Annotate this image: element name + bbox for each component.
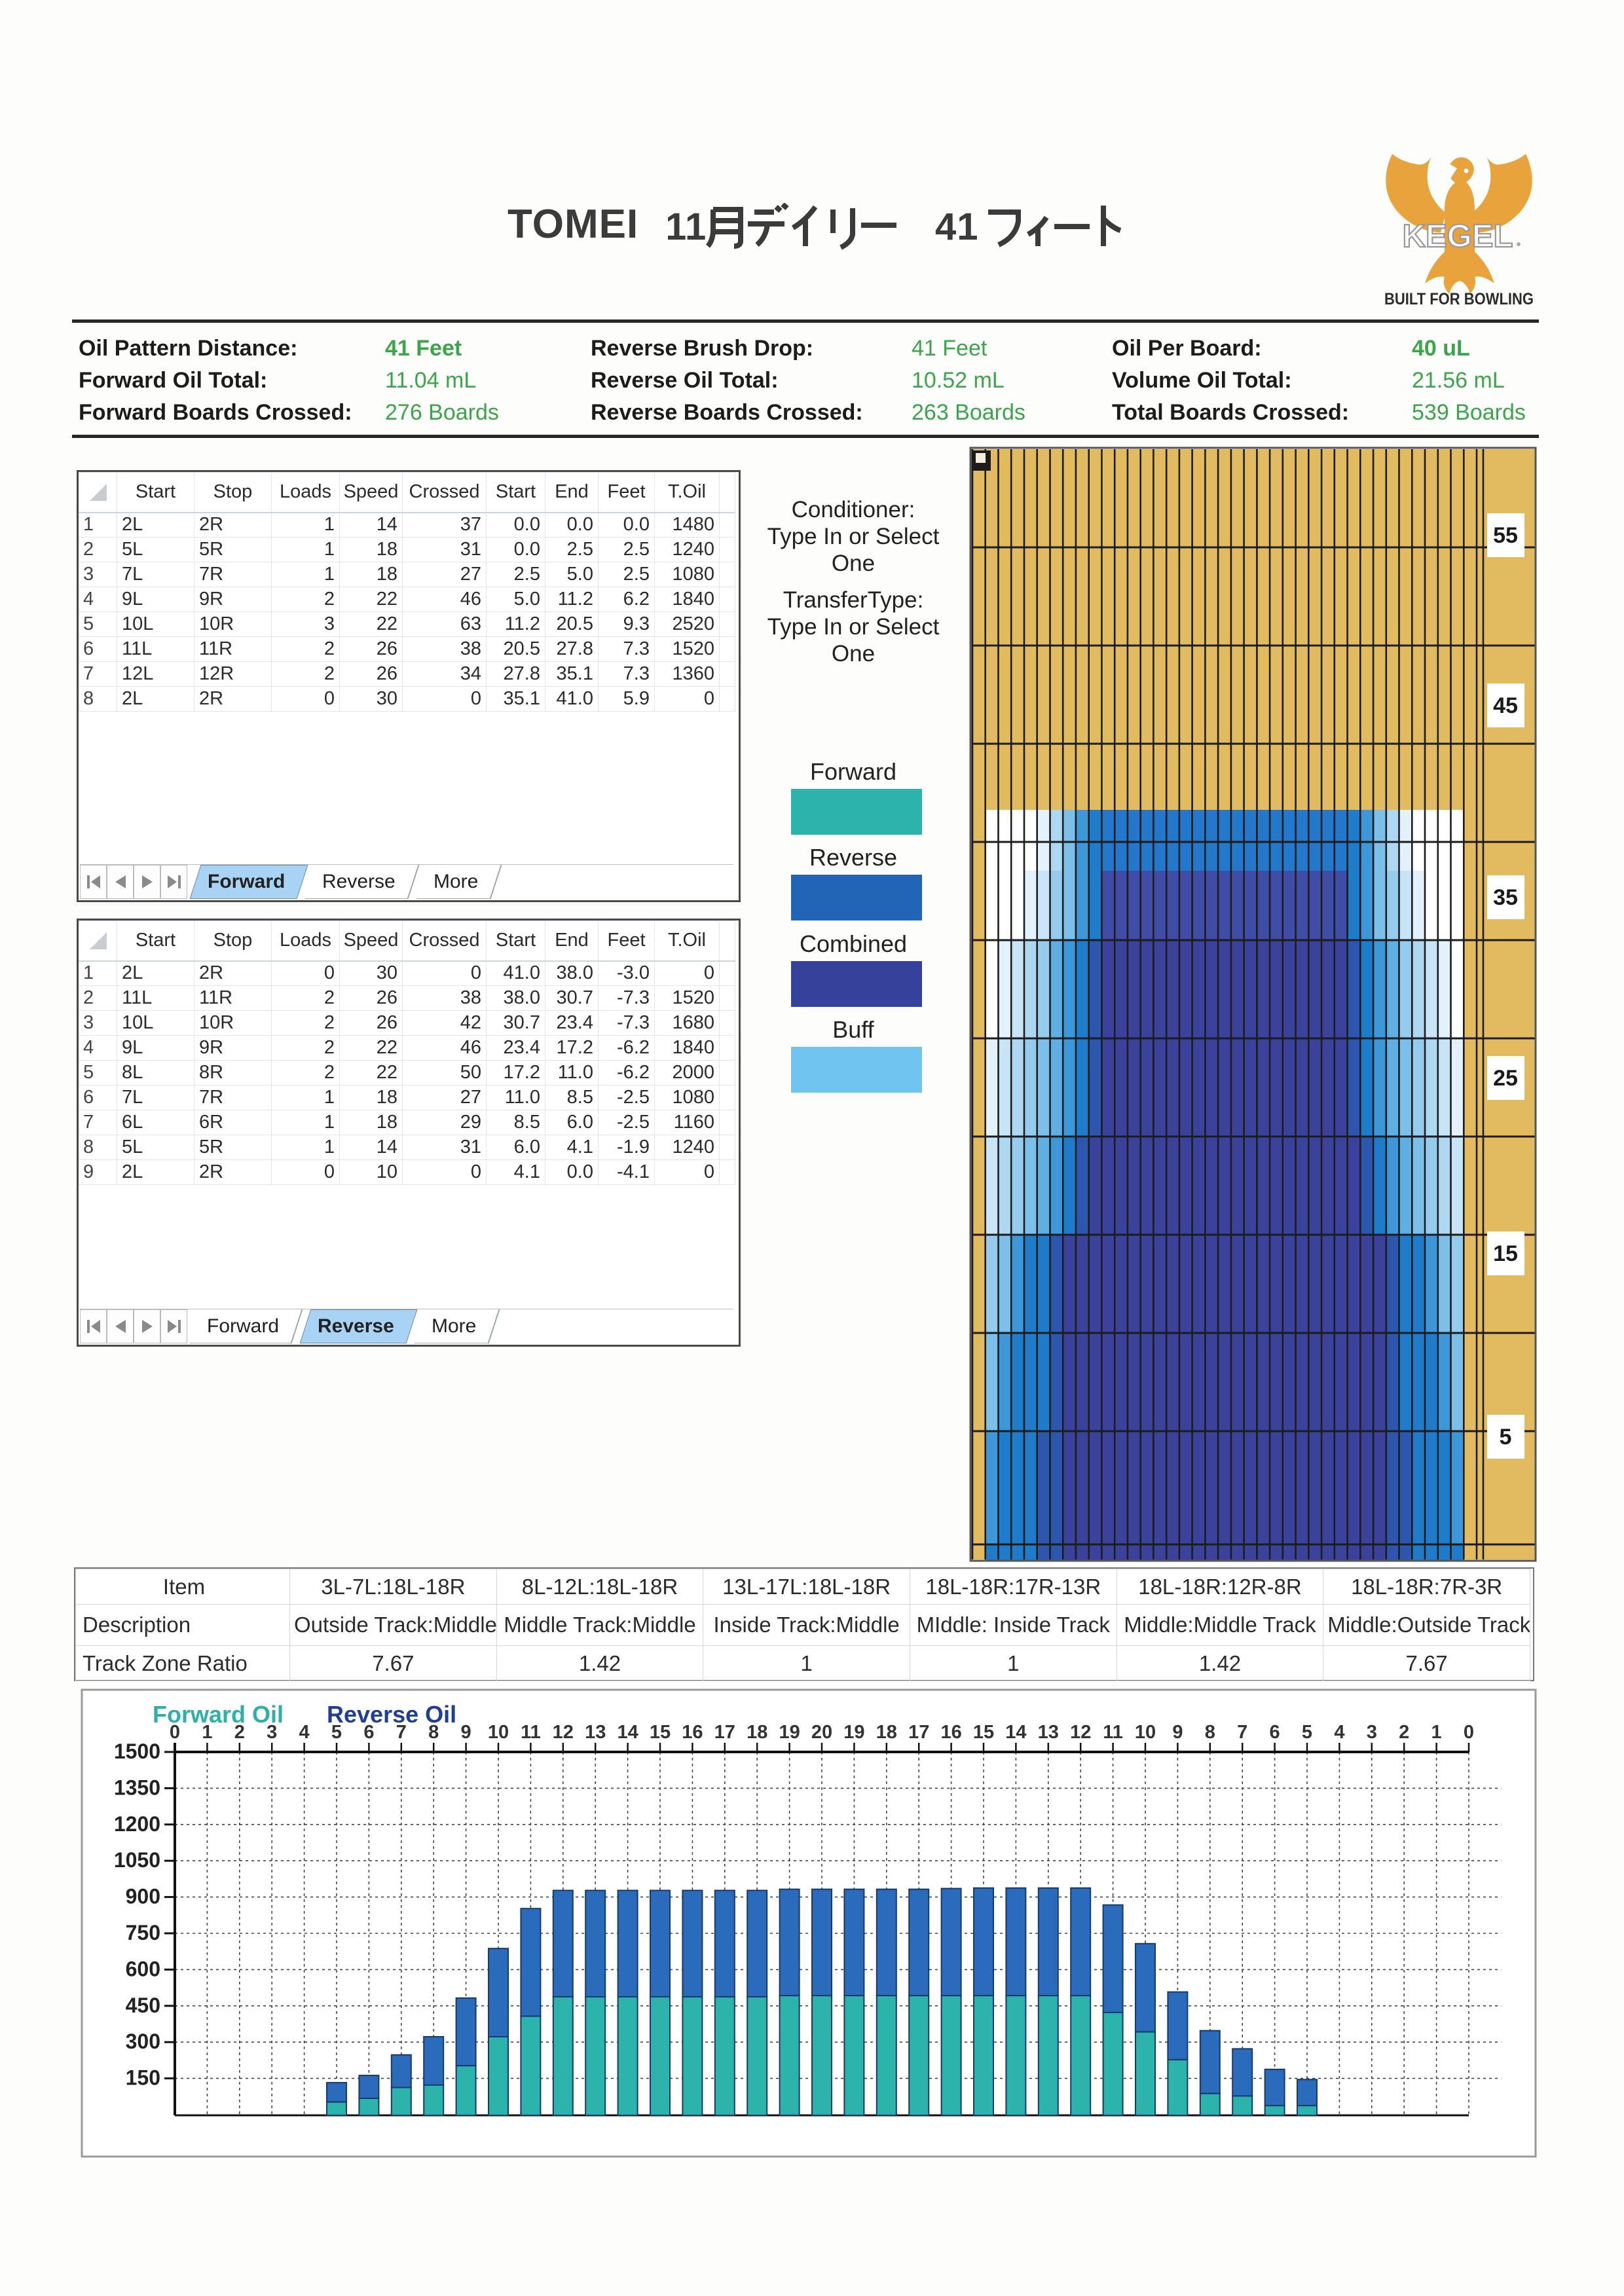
svg-text:300: 300 [126, 2030, 160, 2053]
svg-text:11: 11 [521, 1722, 541, 1743]
svg-text:1: 1 [202, 1722, 212, 1743]
svg-text:10: 10 [488, 1722, 509, 1743]
svg-text:6: 6 [1270, 1722, 1280, 1743]
svg-text:13: 13 [585, 1722, 606, 1743]
svg-text:14: 14 [1005, 1722, 1026, 1743]
svg-text:45: 45 [1493, 693, 1518, 718]
svg-text:2: 2 [1399, 1722, 1409, 1743]
svg-text:600: 600 [126, 1957, 160, 1980]
svg-text:17: 17 [714, 1722, 735, 1743]
svg-text:1350: 1350 [114, 1776, 160, 1799]
svg-text:9: 9 [461, 1722, 471, 1743]
svg-text:25: 25 [1493, 1066, 1518, 1091]
svg-text:9: 9 [1172, 1722, 1183, 1743]
svg-text:150: 150 [126, 2066, 160, 2090]
svg-text:1200: 1200 [114, 1812, 160, 1836]
svg-text:41: 41 [935, 206, 979, 248]
svg-text:8: 8 [1205, 1722, 1215, 1743]
svg-text:450: 450 [126, 1994, 160, 2017]
svg-text:18: 18 [747, 1722, 767, 1743]
svg-text:900: 900 [126, 1885, 160, 1908]
svg-text:55: 55 [1493, 523, 1518, 548]
svg-text:7: 7 [1237, 1722, 1247, 1743]
svg-text:5: 5 [331, 1722, 342, 1743]
svg-text:Forward Oil: Forward Oil [153, 1701, 284, 1728]
svg-text:5: 5 [1302, 1722, 1312, 1743]
svg-text:12: 12 [1070, 1722, 1091, 1743]
svg-text:Reverse Oil: Reverse Oil [327, 1701, 456, 1728]
svg-text:0: 0 [170, 1722, 180, 1743]
svg-text:14: 14 [617, 1722, 638, 1743]
svg-text:BUILT FOR BOWLING: BUILT FOR BOWLING [1384, 290, 1534, 308]
svg-text:750: 750 [126, 1921, 160, 1944]
svg-text:16: 16 [940, 1722, 961, 1743]
svg-text:10: 10 [1135, 1722, 1156, 1743]
svg-text:11: 11 [1103, 1722, 1123, 1743]
svg-text:17: 17 [908, 1722, 929, 1743]
svg-text:1: 1 [1431, 1722, 1442, 1743]
svg-text:13: 13 [1038, 1722, 1059, 1743]
svg-text:19: 19 [843, 1722, 864, 1743]
svg-text:15: 15 [973, 1722, 994, 1743]
svg-text:2: 2 [234, 1722, 245, 1743]
svg-text:4: 4 [1334, 1722, 1344, 1743]
svg-text:11: 11 [668, 206, 707, 248]
svg-text:7: 7 [396, 1722, 407, 1743]
svg-text:18: 18 [876, 1722, 897, 1743]
svg-text:20: 20 [811, 1722, 832, 1743]
svg-text:16: 16 [682, 1722, 703, 1743]
svg-text:3: 3 [1367, 1722, 1377, 1743]
svg-text:3: 3 [267, 1722, 277, 1743]
svg-text:19: 19 [779, 1722, 800, 1743]
svg-text:4: 4 [299, 1722, 310, 1743]
svg-text:1500: 1500 [114, 1740, 160, 1763]
svg-text:15: 15 [1493, 1241, 1518, 1266]
svg-text:15: 15 [650, 1722, 671, 1743]
svg-text:12: 12 [553, 1722, 574, 1743]
svg-text:35: 35 [1493, 885, 1518, 910]
svg-text:KEGEL: KEGEL [1403, 219, 1513, 254]
svg-text:6: 6 [363, 1722, 374, 1743]
svg-text:0: 0 [1464, 1722, 1474, 1743]
svg-text:5: 5 [1500, 1425, 1512, 1449]
svg-text:8: 8 [428, 1722, 439, 1743]
svg-text:1050: 1050 [114, 1848, 160, 1872]
